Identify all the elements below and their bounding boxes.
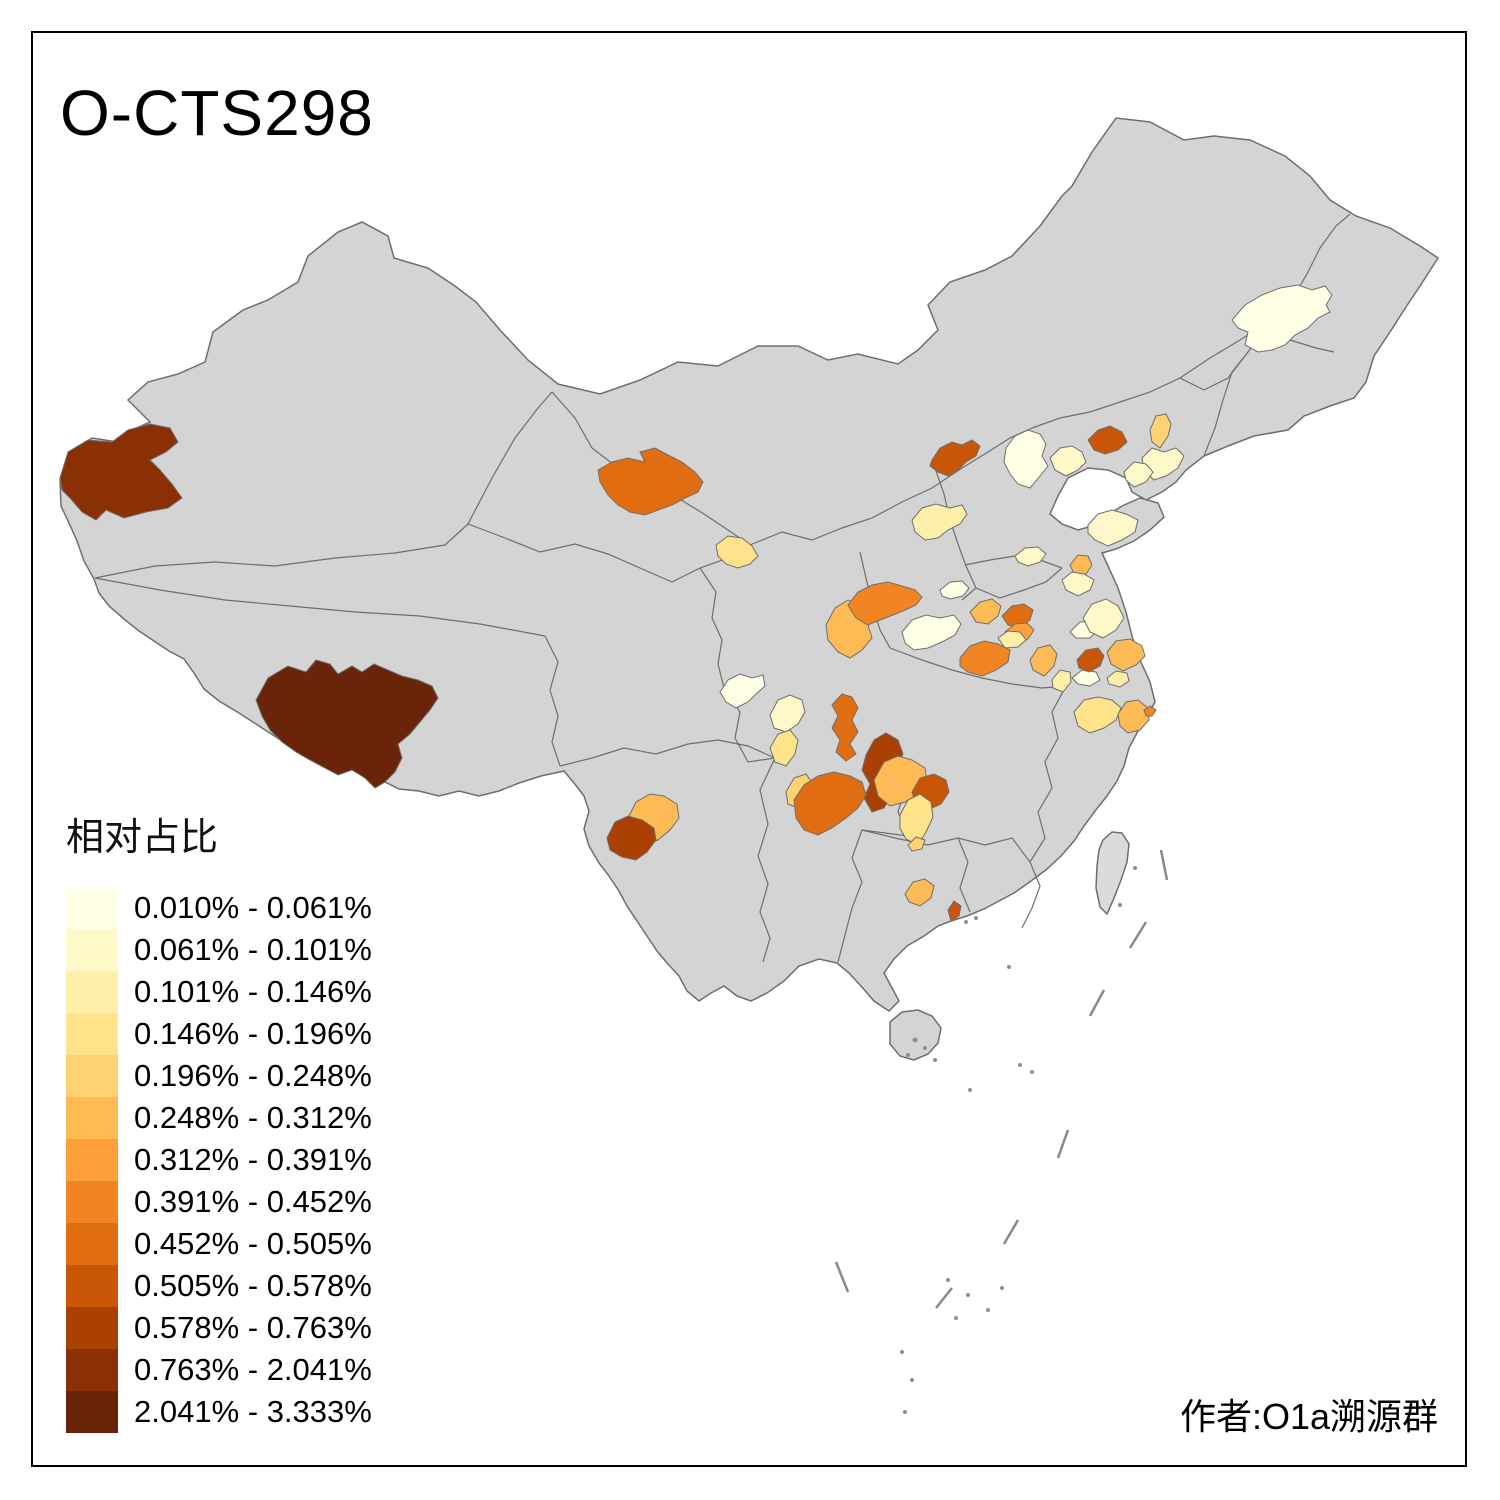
taiwan-island — [1095, 831, 1130, 916]
legend-swatch — [66, 1097, 118, 1139]
region-r09 — [1087, 425, 1128, 455]
legend-row: 0.248% - 0.312% — [66, 1097, 486, 1139]
region-r27 — [1029, 644, 1058, 677]
region-r40 — [769, 729, 799, 767]
region-r23 — [1001, 603, 1034, 629]
legend-swatch — [66, 929, 118, 971]
region-r48 — [907, 836, 926, 852]
region-r13 — [911, 503, 968, 541]
legend-label: 0.452% - 0.505% — [134, 1226, 372, 1261]
legend-label: 0.391% - 0.452% — [134, 1184, 372, 1219]
region-r44 — [793, 771, 867, 836]
legend-label: 0.763% - 2.041% — [134, 1352, 372, 1387]
legend-swatch — [66, 1307, 118, 1349]
legend-row: 0.061% - 0.101% — [66, 929, 486, 971]
region-r52 — [606, 815, 657, 861]
legend-swatch — [66, 1223, 118, 1265]
legend-label: 0.578% - 0.763% — [134, 1310, 372, 1345]
legend-title: 相对占比 — [66, 817, 219, 859]
plot-frame — [31, 31, 1467, 1467]
region-r22 — [969, 598, 1002, 625]
region-r31 — [1076, 647, 1105, 673]
legend-label: 0.505% - 0.578% — [134, 1268, 372, 1303]
legend-swatch — [66, 1181, 118, 1223]
hainan-island — [889, 1009, 942, 1061]
legend-swatch — [66, 1265, 118, 1307]
region-r06 — [929, 439, 981, 477]
legend-label: 0.248% - 0.312% — [134, 1100, 372, 1135]
legend-label: 0.061% - 0.101% — [134, 932, 372, 967]
region-r32 — [1082, 598, 1125, 639]
page-title: O-CTS298 — [60, 77, 374, 149]
region-r50 — [947, 900, 962, 922]
legend-label: 0.312% - 0.391% — [134, 1142, 372, 1177]
legend-swatch — [66, 887, 118, 929]
region-r08 — [1049, 445, 1087, 477]
legend-swatch — [66, 971, 118, 1013]
legend-row: 0.101% - 0.146% — [66, 971, 486, 1013]
legend-items: 0.010% - 0.061% 0.061% - 0.101% 0.101% - 0… — [66, 887, 486, 1433]
legend-swatch — [66, 1139, 118, 1181]
legend-swatch — [66, 1013, 118, 1055]
region-r01 — [59, 423, 183, 521]
region-r03 — [597, 447, 704, 516]
region-r37 — [1143, 705, 1157, 717]
region-r26 — [959, 640, 1011, 677]
map-regions — [59, 284, 1333, 922]
region-r15 — [1087, 509, 1139, 547]
region-r05 — [1231, 284, 1333, 353]
region-r33 — [1106, 638, 1146, 672]
region-r49 — [904, 878, 935, 907]
legend-row: 2.041% - 3.333% — [66, 1391, 486, 1433]
region-r41 — [831, 693, 859, 762]
legend-label: 2.041% - 3.333% — [134, 1394, 372, 1429]
legend-swatch — [66, 1055, 118, 1097]
region-r17 — [939, 580, 970, 600]
legend-row: 0.146% - 0.196% — [66, 1013, 486, 1055]
region-r14 — [1014, 546, 1047, 567]
region-r38 — [719, 673, 766, 709]
legend-row: 0.312% - 0.391% — [66, 1139, 486, 1181]
region-r28 — [1051, 669, 1072, 693]
region-r04 — [715, 535, 759, 569]
region-r07 — [1003, 429, 1049, 489]
legend-label: 0.146% - 0.196% — [134, 1016, 372, 1051]
nine-dash-line — [834, 849, 1169, 1309]
region-r21 — [901, 614, 962, 651]
region-r47 — [899, 793, 934, 846]
legend-row: 0.391% - 0.452% — [66, 1181, 486, 1223]
sea-islets — [900, 866, 1137, 1414]
author-credit: 作者:O1a溯源群 — [1179, 1396, 1438, 1437]
region-r30 — [1071, 669, 1101, 687]
region-r20 — [847, 581, 923, 626]
legend-row: 0.010% - 0.061% — [66, 887, 486, 929]
legend-label: 0.196% - 0.248% — [134, 1058, 372, 1093]
region-r18 — [1061, 571, 1095, 597]
region-r36 — [1117, 699, 1150, 734]
region-r34 — [1106, 670, 1130, 688]
region-r12 — [1123, 461, 1154, 488]
legend-swatch — [66, 1391, 118, 1433]
region-r39 — [769, 694, 806, 733]
legend-swatch — [66, 1349, 118, 1391]
legend-label: 0.101% - 0.146% — [134, 974, 372, 1009]
legend-row: 0.763% - 2.041% — [66, 1349, 486, 1391]
region-r02 — [255, 659, 439, 789]
legend-label: 0.010% - 0.061% — [134, 890, 372, 925]
legend-row: 0.196% - 0.248% — [66, 1055, 486, 1097]
legend-row: 0.578% - 0.763% — [66, 1307, 486, 1349]
legend-row: 0.505% - 0.578% — [66, 1265, 486, 1307]
region-r10 — [1149, 413, 1172, 449]
legend: 相对占比 0.010% - 0.061% 0.061% - 0.101% 0.101… — [66, 806, 486, 1433]
legend-row: 0.452% - 0.505% — [66, 1223, 486, 1265]
